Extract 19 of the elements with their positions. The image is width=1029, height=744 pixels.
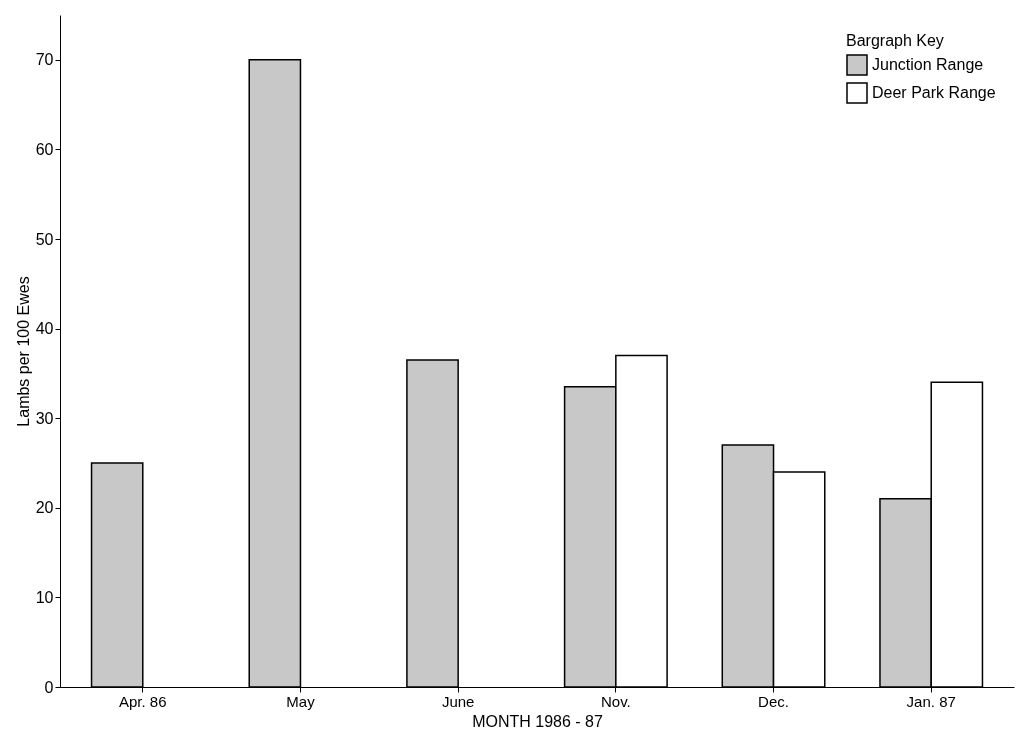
x-tick-label: Jan. 87 <box>906 692 956 710</box>
x-tick-label: May <box>286 692 316 710</box>
x-axis-title: MONTH 1986 - 87 <box>472 712 603 730</box>
legend-label: Deer Park Range <box>872 84 996 101</box>
x-tick-label: Apr. 86 <box>119 692 167 710</box>
y-tick-label: 20 <box>35 499 54 517</box>
y-tick-label: 60 <box>35 140 54 158</box>
y-tick-label: 10 <box>35 588 54 606</box>
y-tick-label: 0 <box>44 678 54 696</box>
x-tick-label: June <box>441 692 475 710</box>
y-axis-title: Lambs per 100 Ewes <box>14 276 32 427</box>
legend-title: Bargraph Key <box>846 32 944 49</box>
x-tick-label: Nov. <box>600 692 631 710</box>
x-tick-label: Dec. <box>758 692 789 710</box>
y-tick-label: 70 <box>35 51 54 69</box>
y-tick-label: 50 <box>35 230 54 248</box>
y-tick-label: 40 <box>35 320 54 338</box>
legend-label: Junction Range <box>872 56 984 73</box>
y-tick-label: 30 <box>35 409 54 427</box>
